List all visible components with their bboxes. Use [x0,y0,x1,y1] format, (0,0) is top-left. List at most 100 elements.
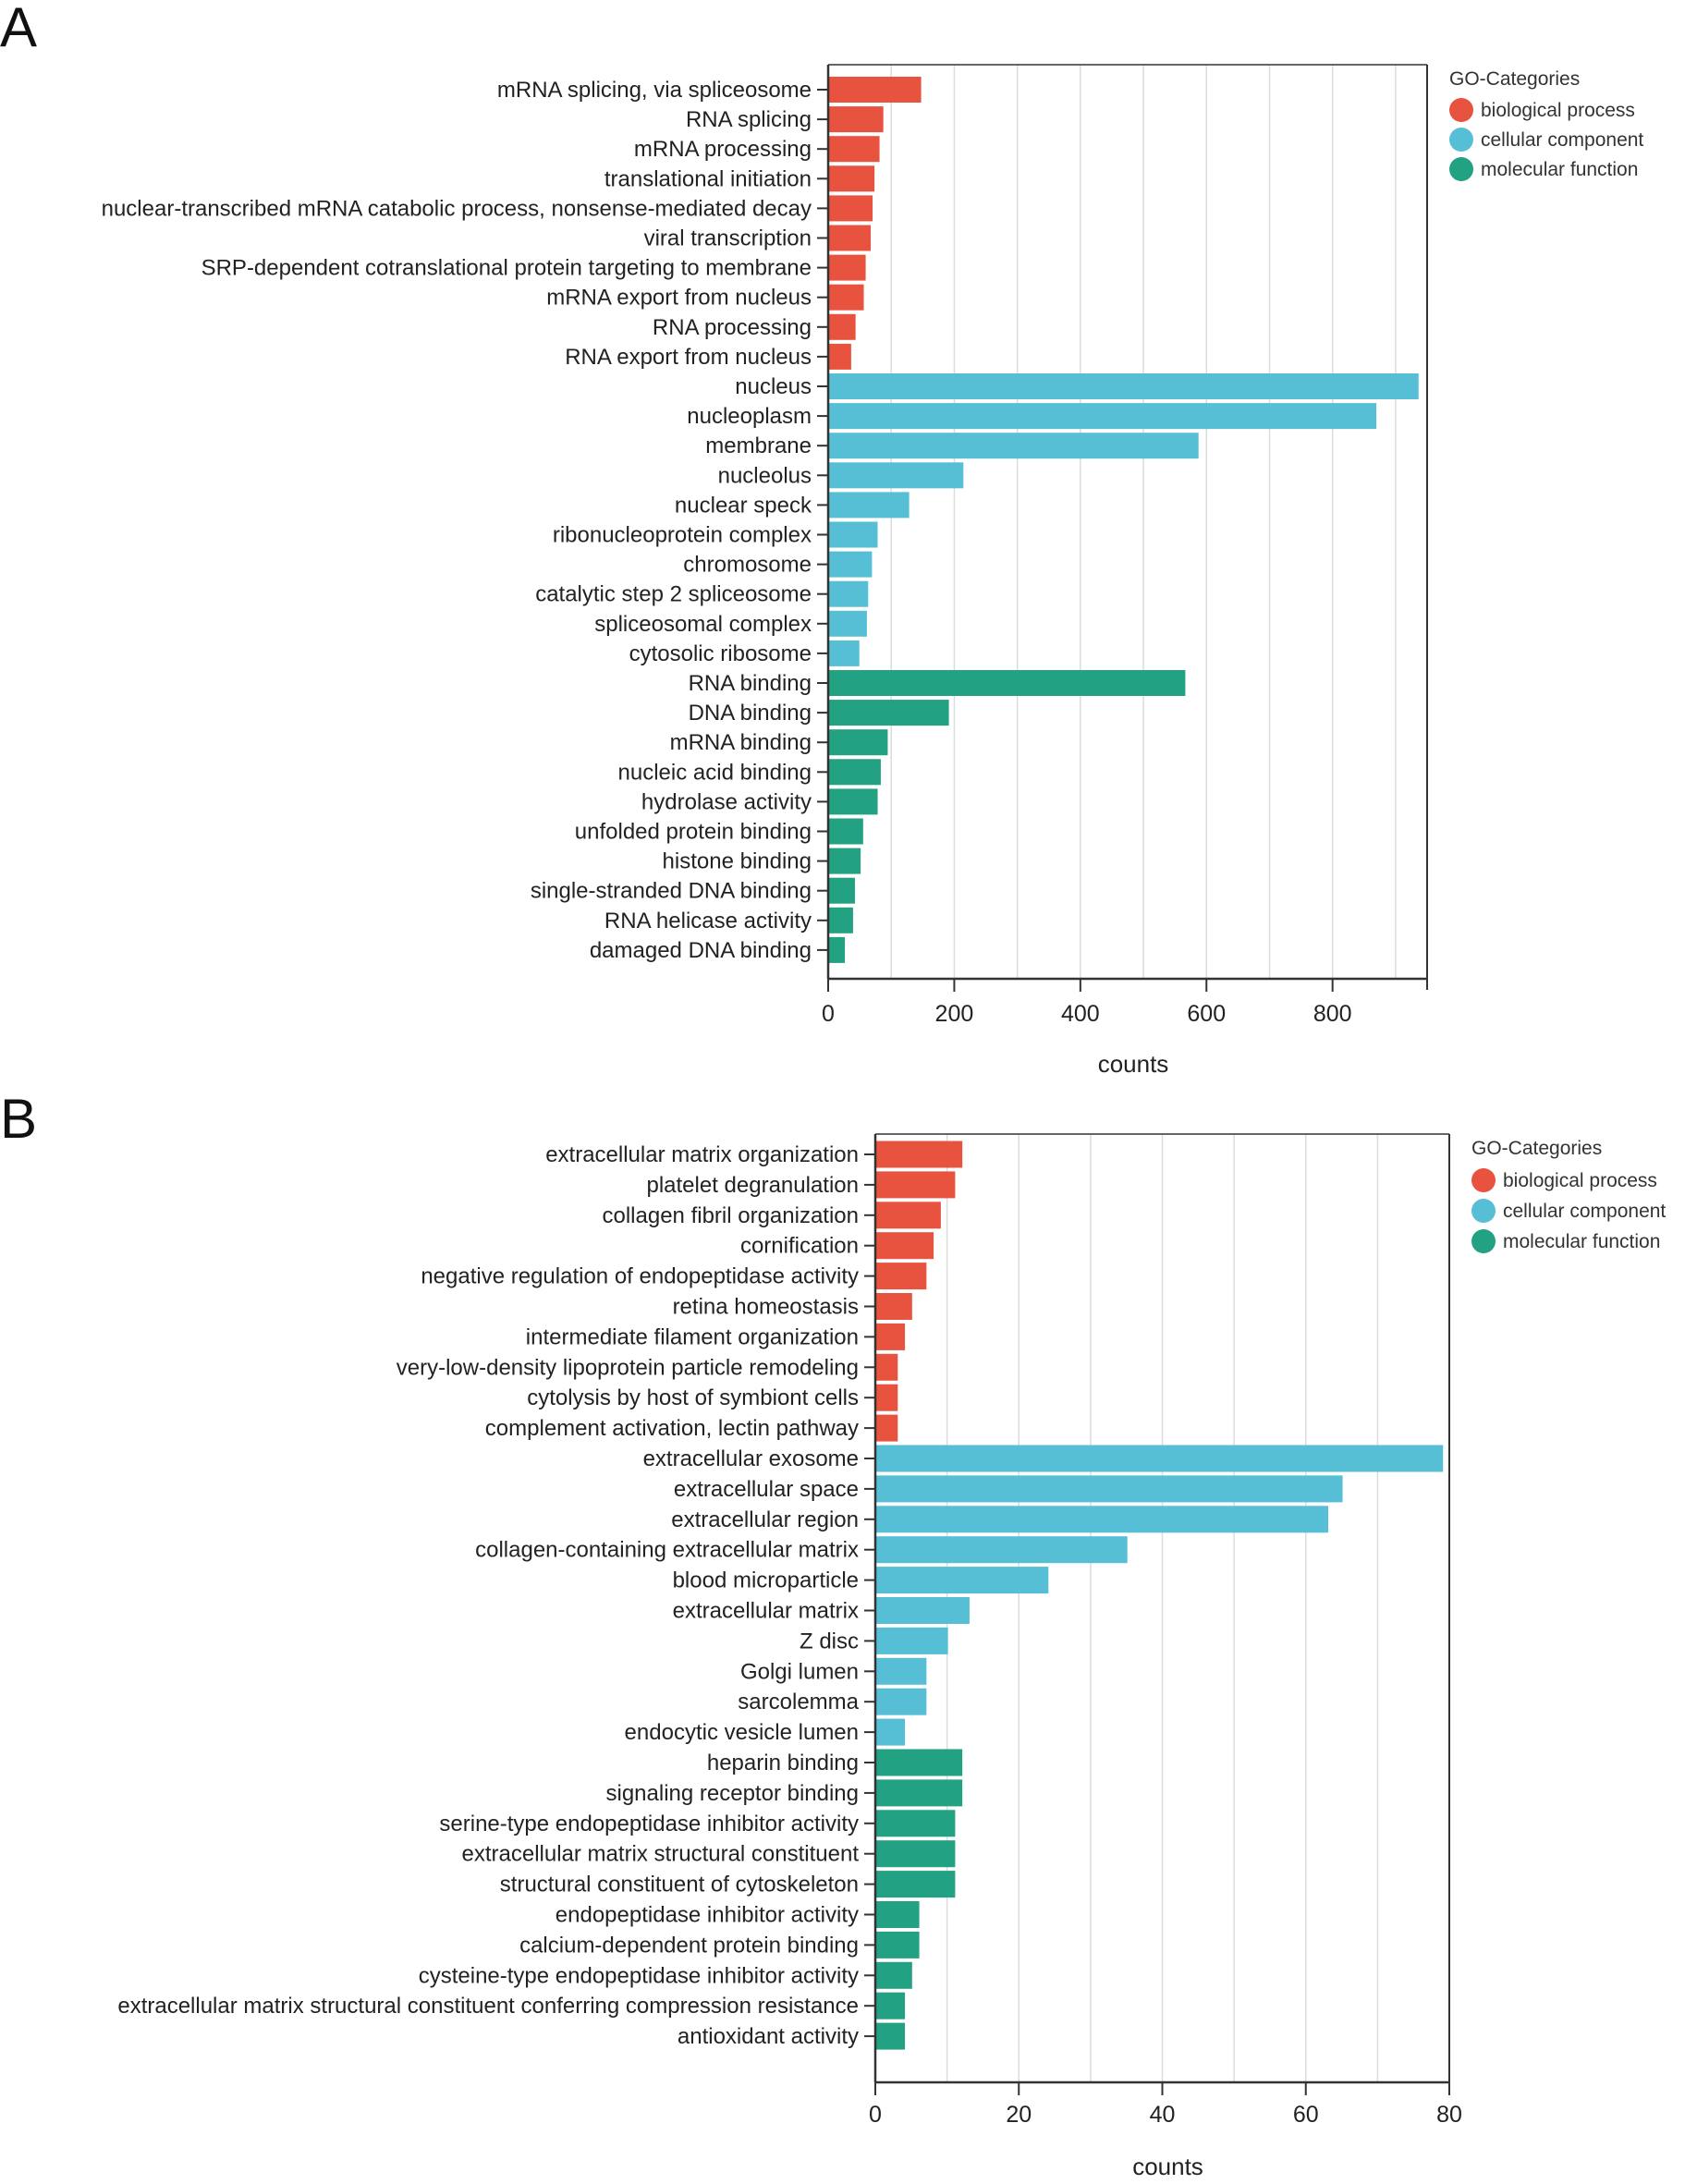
category-label: chromosome [683,553,812,578]
bar [829,670,1186,696]
category-label: extracellular matrix organization [545,1142,859,1167]
bar [876,1293,912,1320]
category-label: very-low-density lipoprotein particle re… [397,1355,859,1380]
bar [876,1141,963,1168]
category-label: nuclear-transcribed mRNA catabolic proce… [102,196,812,221]
legend-entry: cellular component [1503,1201,1666,1222]
category-label: nucleus [735,374,812,399]
category-label: mRNA processing [634,137,812,162]
bar [829,848,861,874]
category-label: cysteine-type endopeptidase inhibitor ac… [419,1963,859,1988]
legend-swatch [1449,157,1473,181]
bar [829,759,881,786]
category-label: membrane [705,433,812,458]
category-label: catalytic step 2 spliceosome [535,582,812,607]
x-tick-label: 40 [1150,2102,1176,2128]
bar [876,1445,1444,1472]
panel-label: A [0,0,38,58]
category-label: extracellular region [671,1507,859,1532]
category-label: extracellular matrix structural constitu… [117,1994,859,2019]
bar [829,284,864,311]
bar [829,729,888,756]
category-label: ribonucleoprotein complex [553,523,812,548]
category-label: calcium-dependent protein binding [519,1933,859,1958]
bar [876,1232,934,1260]
category-label: complement activation, lectin pathway [485,1416,859,1441]
category-label: unfolded protein binding [575,820,812,845]
category-label: antioxidant activity [678,2024,859,2049]
bar [829,610,867,637]
x-axis-label: counts [1098,1050,1169,1078]
category-label: hydrolase activity [641,789,812,814]
legend-entry: biological process [1481,100,1635,121]
bar [829,136,880,163]
category-label: mRNA binding [670,730,812,755]
bar [876,1506,1329,1533]
category-label: negative regulation of endopeptidase act… [421,1264,859,1289]
category-label: heparin binding [707,1751,859,1775]
category-label: spliceosomal complex [594,612,812,637]
x-tick-label: 800 [1313,1001,1352,1027]
category-label: blood microparticle [673,1568,859,1593]
x-tick-label: 20 [1006,2102,1032,2128]
bar [829,788,878,815]
bar [876,1353,898,1381]
bar [876,1992,906,2019]
category-label: collagen fibril organization [603,1203,860,1228]
legend-swatch [1449,128,1473,152]
category-label: single-stranded DNA binding [531,879,812,904]
x-axis-label: counts [1132,2153,1203,2180]
bar [829,521,878,548]
bar [829,343,851,370]
bar [876,1810,956,1837]
bar [829,433,1199,459]
category-label: cornification [740,1234,859,1259]
legend-swatch [1471,1168,1496,1192]
bar [876,1657,927,1685]
panel-b: B extracellular matrix organization plate… [0,1092,1685,2183]
category-label: collagen-containing extracellular matrix [475,1538,859,1563]
bar [876,1688,927,1715]
category-label: sarcolemma [738,1690,859,1714]
bar [876,1627,948,1654]
legend-title: GO-Categories [1449,68,1580,90]
legend-entry: cellular component [1481,129,1643,151]
category-label: RNA splicing [686,107,812,132]
bar [876,1931,920,1958]
bar [829,551,873,578]
category-label: cytosolic ribosome [629,641,812,666]
bar [876,1384,898,1411]
legend-entry: molecular function [1503,1231,1660,1252]
bar [876,1718,906,1746]
category-label: nucleolus [718,463,812,488]
bar [829,580,869,607]
bar [876,1171,956,1199]
legend-entry: molecular function [1481,159,1638,180]
category-label: viral transcription [644,226,812,251]
go-bar-chart: extracellular matrix organization platele… [117,1133,1666,2180]
x-tick-label: 400 [1061,1001,1100,1027]
x-tick-label: 0 [822,1001,835,1027]
category-label: RNA helicase activity [604,909,812,933]
legend-swatch [1449,98,1473,122]
bar [876,1901,920,1928]
bar [829,877,855,904]
legend-swatch [1471,1199,1496,1223]
category-label: DNA binding [689,701,812,726]
category-label: extracellular matrix structural constitu… [462,1842,860,1867]
category-label: RNA processing [653,315,812,340]
bar [876,1202,941,1229]
category-label: serine-type endopeptidase inhibitor acti… [439,1812,859,1836]
bar [829,77,922,103]
panel-label: B [0,1088,38,1150]
bar [829,225,872,251]
category-label: extracellular exosome [643,1446,859,1471]
category-label: platelet degranulation [646,1173,859,1198]
bar [876,1475,1343,1503]
bar [876,1536,1128,1564]
bar [876,1567,1049,1594]
category-label: extracellular matrix [673,1599,859,1624]
legend-title: GO-Categories [1471,1138,1602,1159]
bar [829,313,856,340]
category-label: histone binding [663,849,812,874]
